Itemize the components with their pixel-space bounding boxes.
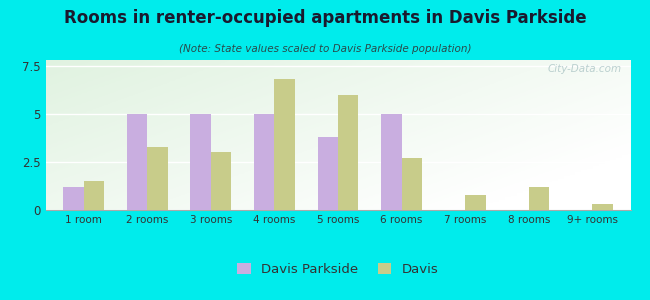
Bar xyxy=(148,146,168,210)
Bar xyxy=(127,114,148,210)
Bar xyxy=(190,114,211,210)
Text: (Note: State values scaled to Davis Parkside population): (Note: State values scaled to Davis Park… xyxy=(179,44,471,53)
Bar xyxy=(274,79,294,210)
Bar xyxy=(211,152,231,210)
Bar xyxy=(254,114,274,210)
Bar xyxy=(63,187,84,210)
Bar xyxy=(382,114,402,210)
Bar xyxy=(338,94,358,210)
Bar xyxy=(318,137,338,210)
Bar xyxy=(592,204,613,210)
Legend: Davis Parkside, Davis: Davis Parkside, Davis xyxy=(232,258,444,281)
Bar xyxy=(84,181,104,210)
Bar xyxy=(465,195,486,210)
Text: Rooms in renter-occupied apartments in Davis Parkside: Rooms in renter-occupied apartments in D… xyxy=(64,9,586,27)
Text: City-Data.com: City-Data.com xyxy=(547,64,621,74)
Bar xyxy=(402,158,422,210)
Bar xyxy=(528,187,549,210)
